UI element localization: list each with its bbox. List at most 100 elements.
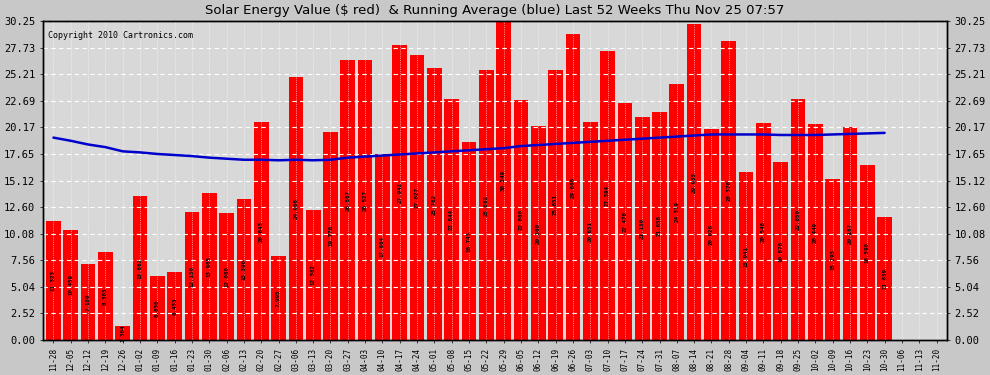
- Bar: [392, 45, 407, 340]
- Bar: [842, 127, 857, 340]
- Text: 6.433: 6.433: [172, 297, 177, 315]
- Bar: [63, 230, 78, 340]
- Text: 7.189: 7.189: [85, 293, 90, 311]
- Bar: [704, 129, 719, 340]
- Bar: [756, 123, 771, 340]
- Text: 11.639: 11.639: [882, 268, 887, 289]
- Text: 19.776: 19.776: [328, 225, 333, 246]
- Bar: [514, 100, 529, 340]
- Text: 29.935: 29.935: [692, 172, 697, 193]
- Text: 12.130: 12.130: [189, 266, 194, 286]
- Text: 20.643: 20.643: [258, 221, 263, 242]
- Bar: [357, 60, 372, 340]
- Text: 20.651: 20.651: [588, 221, 593, 242]
- Bar: [479, 70, 494, 340]
- Text: 20.187: 20.187: [847, 223, 852, 244]
- Bar: [600, 51, 615, 340]
- Text: 24.319: 24.319: [674, 201, 679, 222]
- Text: 12.080: 12.080: [224, 266, 229, 287]
- Bar: [461, 142, 476, 340]
- Text: 27.027: 27.027: [415, 187, 420, 208]
- Bar: [410, 55, 425, 340]
- Text: 20.449: 20.449: [813, 222, 818, 243]
- Text: 20.300: 20.300: [536, 222, 541, 243]
- Title: Solar Energy Value ($ red)  & Running Average (blue) Last 52 Weeks Thu Nov 25 07: Solar Energy Value ($ red) & Running Ave…: [205, 4, 785, 17]
- Text: 26.527: 26.527: [362, 190, 367, 211]
- Text: 16.876: 16.876: [778, 241, 783, 262]
- Text: 16.590: 16.590: [865, 242, 870, 263]
- Bar: [427, 68, 442, 340]
- Bar: [149, 276, 164, 340]
- Bar: [635, 117, 649, 340]
- Text: 29.000: 29.000: [570, 177, 575, 198]
- Bar: [565, 34, 580, 340]
- Bar: [202, 193, 217, 340]
- Bar: [826, 179, 841, 340]
- Text: 21.658: 21.658: [657, 215, 662, 236]
- Text: 30.249: 30.249: [501, 170, 506, 191]
- Text: 22.844: 22.844: [449, 209, 454, 230]
- Bar: [133, 196, 148, 340]
- Text: 15.941: 15.941: [743, 246, 748, 267]
- Bar: [687, 24, 702, 340]
- Text: 18.743: 18.743: [466, 231, 471, 252]
- Bar: [184, 212, 199, 340]
- Bar: [583, 122, 598, 340]
- Bar: [531, 126, 545, 340]
- Bar: [98, 252, 113, 340]
- Text: 26.567: 26.567: [346, 189, 350, 210]
- Bar: [167, 272, 182, 340]
- Bar: [81, 264, 95, 340]
- Bar: [496, 21, 511, 340]
- Bar: [722, 41, 737, 340]
- Text: 22.800: 22.800: [519, 209, 524, 230]
- Bar: [237, 199, 251, 340]
- Bar: [548, 70, 563, 340]
- Text: 10.459: 10.459: [68, 274, 73, 296]
- Text: 22.850: 22.850: [796, 209, 801, 230]
- Bar: [808, 124, 823, 340]
- Bar: [219, 213, 234, 340]
- Text: 25.651: 25.651: [553, 194, 558, 215]
- Text: 1.364: 1.364: [120, 324, 125, 342]
- Bar: [116, 326, 130, 340]
- Text: 22.470: 22.470: [623, 211, 628, 232]
- Text: 13.662: 13.662: [138, 258, 143, 279]
- Bar: [445, 99, 459, 340]
- Text: 6.030: 6.030: [154, 300, 159, 317]
- Text: 12.382: 12.382: [311, 264, 316, 285]
- Text: 28.376: 28.376: [727, 180, 732, 201]
- Bar: [323, 132, 338, 340]
- Bar: [47, 220, 60, 340]
- Text: 13.965: 13.965: [207, 256, 212, 277]
- Text: 21.130: 21.130: [640, 218, 644, 239]
- Text: Copyright 2010 Cartronics.com: Copyright 2010 Cartronics.com: [48, 31, 193, 40]
- Bar: [652, 112, 667, 340]
- Bar: [860, 165, 874, 340]
- Text: 11.323: 11.323: [50, 270, 56, 291]
- Text: 7.995: 7.995: [276, 289, 281, 307]
- Text: 27.942: 27.942: [397, 182, 402, 203]
- Bar: [739, 172, 753, 340]
- Bar: [341, 60, 355, 340]
- Bar: [306, 210, 321, 340]
- Text: 25.582: 25.582: [484, 195, 489, 216]
- Bar: [253, 122, 268, 340]
- Bar: [288, 78, 303, 340]
- Text: 8.383: 8.383: [103, 287, 108, 304]
- Text: 20.548: 20.548: [761, 221, 766, 242]
- Bar: [375, 154, 390, 340]
- Text: 13.390: 13.390: [242, 259, 247, 280]
- Bar: [271, 256, 286, 340]
- Bar: [669, 84, 684, 340]
- Text: 15.293: 15.293: [831, 249, 836, 270]
- Text: 27.394: 27.394: [605, 185, 610, 206]
- Text: 17.664: 17.664: [380, 237, 385, 258]
- Bar: [773, 162, 788, 340]
- Bar: [877, 217, 892, 340]
- Bar: [791, 99, 806, 340]
- Text: 20.026: 20.026: [709, 224, 714, 245]
- Text: 24.906: 24.906: [293, 198, 298, 219]
- Text: 25.782: 25.782: [432, 194, 437, 214]
- Bar: [618, 103, 633, 340]
